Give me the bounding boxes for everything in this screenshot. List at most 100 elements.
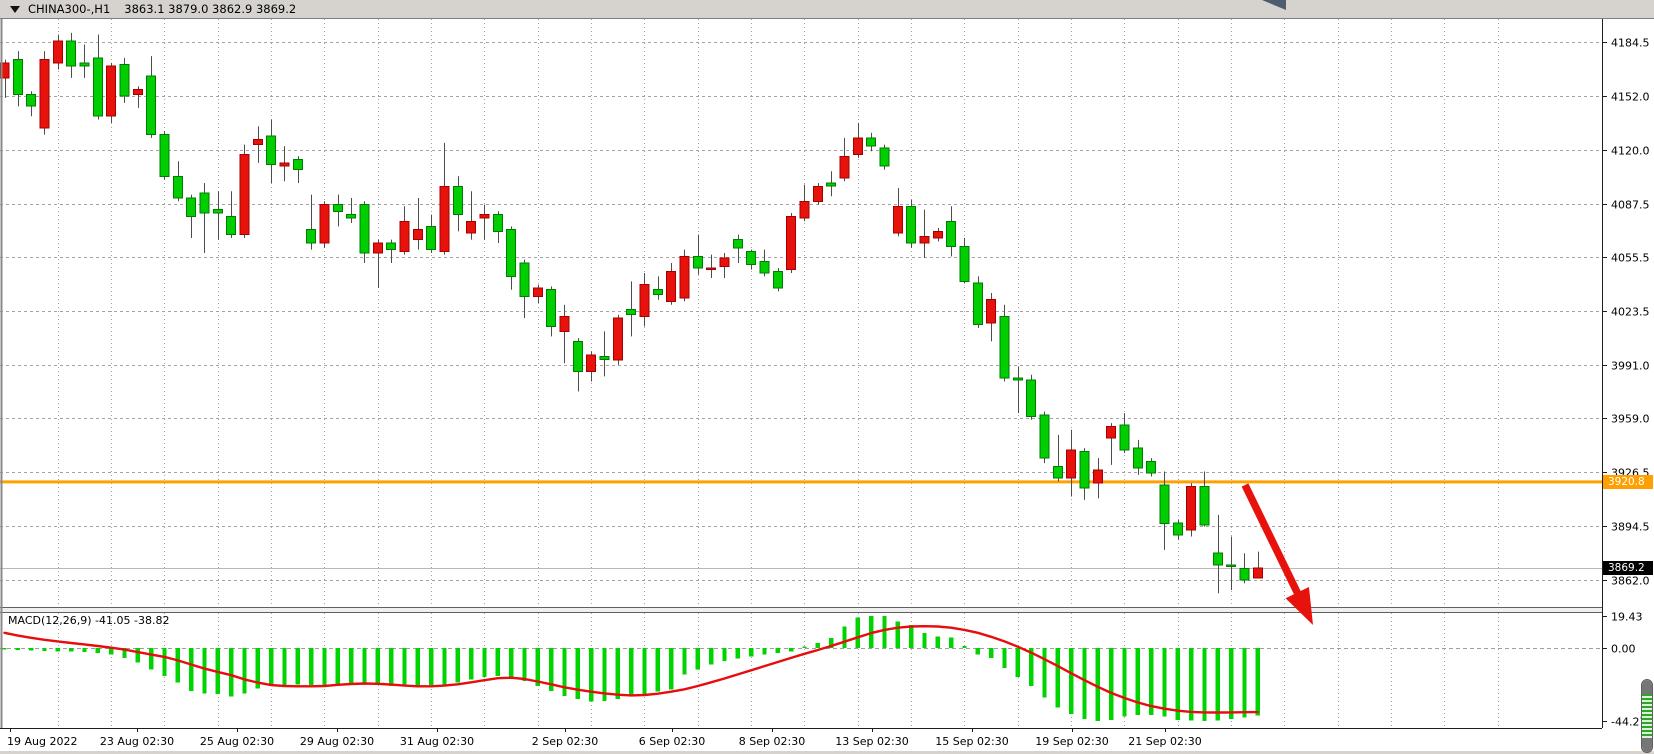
macd-histogram-bar <box>668 648 674 690</box>
window-bottom-edge <box>0 751 1654 754</box>
macd-histogram-bar <box>655 648 660 692</box>
bearish-candle <box>359 204 370 254</box>
bullish-candle <box>279 162 290 167</box>
price-axis-label: 3959.0 <box>1611 413 1650 426</box>
trend-arrow-head[interactable] <box>1285 586 1313 625</box>
bearish-candle <box>999 315 1010 379</box>
macd-histogram-bar <box>402 648 407 686</box>
macd-histogram-bar <box>375 648 380 686</box>
macd-histogram-bar <box>615 648 620 700</box>
bullish-candle <box>812 185 823 202</box>
time-axis-label: 6 Sep 02:30 <box>639 735 705 748</box>
macd-histogram-bar <box>282 648 287 686</box>
bearish-candle <box>66 40 77 67</box>
bearish-candle <box>826 182 837 187</box>
macd-histogram-bar <box>1242 648 1247 718</box>
bullish-candle <box>666 270 677 302</box>
bullish-candle <box>466 220 477 234</box>
bearish-candle <box>519 262 530 297</box>
macd-histogram-bar <box>82 648 87 653</box>
bearish-candle <box>866 137 877 147</box>
bearish-candle <box>1146 461 1157 474</box>
macd-histogram-bar <box>948 637 954 648</box>
bearish-candle <box>879 147 890 167</box>
macd-histogram-bar <box>682 648 687 675</box>
bearish-candle <box>732 239 743 249</box>
macd-histogram-bar <box>69 648 74 652</box>
bullish-candle <box>0 62 10 79</box>
macd-axis-label: -44.27 <box>1611 716 1646 729</box>
macd-histogram-bar <box>1202 648 1207 721</box>
macd-histogram-bar <box>389 648 394 686</box>
macd-histogram-bar <box>295 648 300 685</box>
bullish-candle <box>586 354 597 372</box>
bearish-candle <box>1052 466 1063 479</box>
macd-histogram-bar <box>908 624 914 648</box>
bullish-candle <box>1186 486 1197 531</box>
trend-arrow-shaft[interactable] <box>1241 483 1304 600</box>
bearish-candle <box>626 309 637 316</box>
price-axis-label: 3862.0 <box>1611 575 1650 588</box>
scrollbar-cap-top <box>1642 680 1652 694</box>
bearish-candle <box>546 289 557 327</box>
time-axis-label: 8 Sep 02:30 <box>739 735 805 748</box>
macd-histogram-bar <box>922 633 927 648</box>
bullish-candle <box>52 40 63 64</box>
macd-histogram-bar <box>802 646 807 648</box>
vertical-scrollbar-thumb[interactable] <box>1641 679 1653 753</box>
macd-histogram-bar <box>229 648 234 697</box>
bullish-candle <box>786 215 797 271</box>
bearish-candle <box>1212 552 1223 566</box>
macd-histogram-bar <box>962 645 967 648</box>
bullish-candle <box>1092 469 1103 484</box>
orange-hline-price-badge: 3920.8 <box>1603 475 1653 489</box>
macd-axis-label: 0.00 <box>1611 643 1636 656</box>
macd-histogram-bar <box>269 648 274 686</box>
macd-histogram-bar <box>482 648 487 677</box>
bid-price-badge: 3869.2 <box>1603 561 1653 575</box>
macd-histogram-bar <box>855 617 860 648</box>
bullish-candle <box>612 317 623 361</box>
bearish-candle <box>972 282 983 326</box>
bullish-candle <box>412 229 423 241</box>
macd-histogram-bar <box>775 648 780 653</box>
corner-marker-icon[interactable] <box>1262 0 1286 10</box>
macd-histogram-bar <box>1042 648 1047 698</box>
bullish-candle <box>799 200 810 219</box>
macd-histogram-bar <box>589 648 594 702</box>
macd-histogram-bar <box>535 648 540 686</box>
bearish-candle <box>172 175 183 199</box>
macd-histogram-bar <box>1255 648 1260 716</box>
macd-histogram-bar <box>322 648 327 686</box>
bullish-candle <box>1066 449 1077 479</box>
bearish-candle <box>292 159 303 171</box>
macd-histogram-bar <box>29 648 34 651</box>
bearish-candle <box>186 197 197 217</box>
macd-histogram-bar <box>549 648 554 691</box>
time-axis-label: 19 Aug 2022 <box>7 735 77 748</box>
macd-histogram-bar <box>415 648 420 686</box>
bullish-candle <box>239 154 250 236</box>
bullish-candle <box>439 185 450 252</box>
time-axis-label: 19 Sep 02:30 <box>1035 735 1108 748</box>
macd-histogram-bar <box>442 648 447 685</box>
macd-histogram-bar <box>1095 648 1100 721</box>
macd-histogram-bar <box>882 616 887 648</box>
macd-histogram-bar <box>335 648 340 686</box>
price-axis-label: 3991.0 <box>1611 360 1650 373</box>
bearish-candle <box>599 355 610 361</box>
bearish-candle <box>92 57 103 117</box>
ohlc-dropdown-icon[interactable] <box>10 5 20 13</box>
macd-histogram-bar <box>349 648 354 685</box>
bearish-candle <box>306 229 317 244</box>
macd-histogram-bar <box>1228 648 1234 719</box>
price-axis-label: 4184.5 <box>1611 37 1650 50</box>
macd-histogram-bar <box>495 648 500 676</box>
bullish-candle <box>919 235 930 244</box>
macd-histogram-bar <box>748 648 754 657</box>
macd-histogram-bar <box>629 648 634 697</box>
bullish-candle <box>706 267 717 271</box>
ohlc-quote-text: 3863.1 3879.0 3862.9 3869.2 <box>124 2 297 16</box>
